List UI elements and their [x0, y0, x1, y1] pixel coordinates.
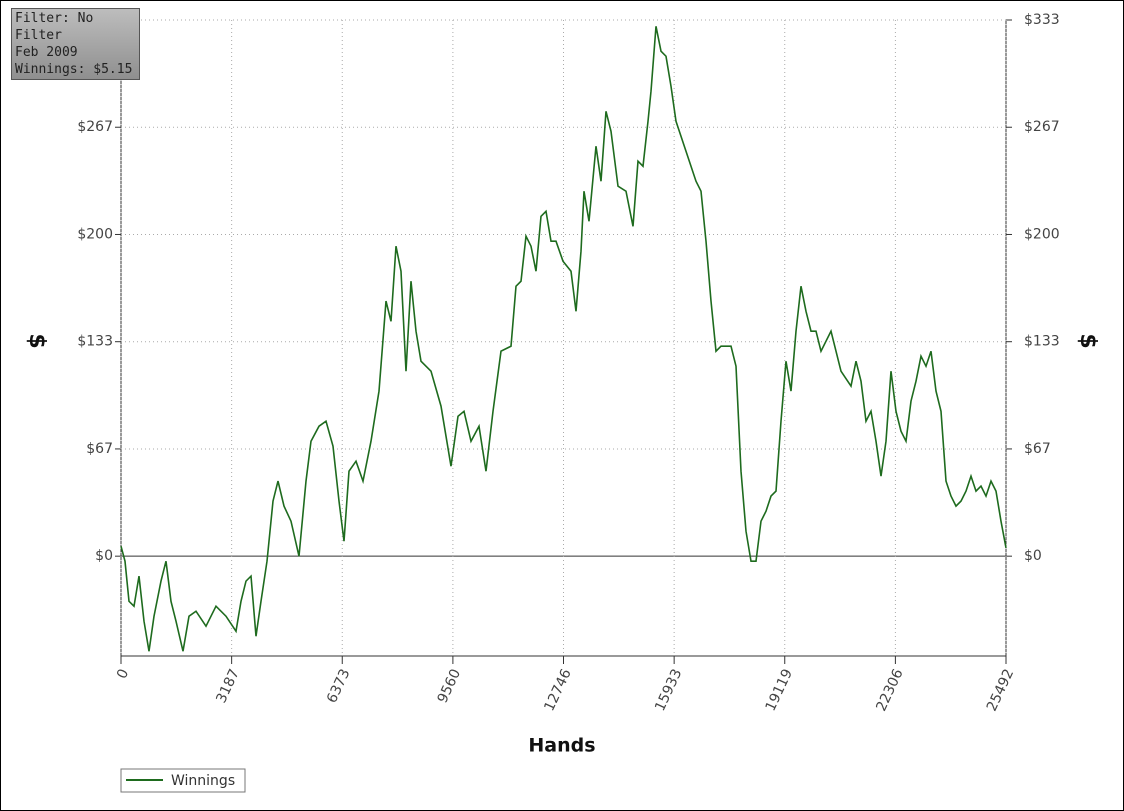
x-tick-label: 25492 [984, 667, 1017, 714]
info-line: Feb 2009 [15, 45, 78, 60]
x-axis-title: Hands [528, 735, 595, 757]
y-tick-label: $67 [86, 441, 113, 457]
y-tick-label: $200 [77, 226, 113, 242]
info-line: Winnings: $5.15 [15, 62, 133, 77]
y2-tick-label: $67 [1024, 441, 1051, 457]
x-tick-label: 12746 [541, 667, 574, 714]
y2-tick-label: $333 [1024, 12, 1060, 28]
x-tick-label: 15933 [652, 667, 685, 714]
x-tick-label: 6373 [324, 667, 354, 706]
y-tick-label: $267 [77, 119, 113, 135]
x-tick-label: 3187 [213, 667, 243, 706]
x-tick-label: 9560 [435, 667, 465, 706]
legend-label: Winnings [171, 773, 235, 789]
legend-box [120, 768, 246, 793]
y2-tick-label: $200 [1024, 226, 1060, 242]
x-tick-label: 0 [114, 667, 132, 682]
x-tick-label: 22306 [873, 667, 906, 714]
y2-tick-label: $267 [1024, 119, 1060, 135]
y2-tick-label: $0 [1024, 548, 1042, 564]
y2-axis-title: $ [1075, 333, 1100, 348]
y-tick-label: $0 [95, 548, 113, 564]
y2-tick-label: $133 [1024, 334, 1060, 350]
y-tick-label: $133 [77, 334, 113, 350]
winnings-line [120, 26, 1007, 652]
info-line: Filter: No Filter [15, 11, 94, 43]
info-box: Filter: No Filter Feb 2009 Winnings: $5.… [11, 8, 140, 80]
y-axis-title: $ [24, 333, 49, 348]
x-tick-label: 19119 [763, 667, 796, 714]
